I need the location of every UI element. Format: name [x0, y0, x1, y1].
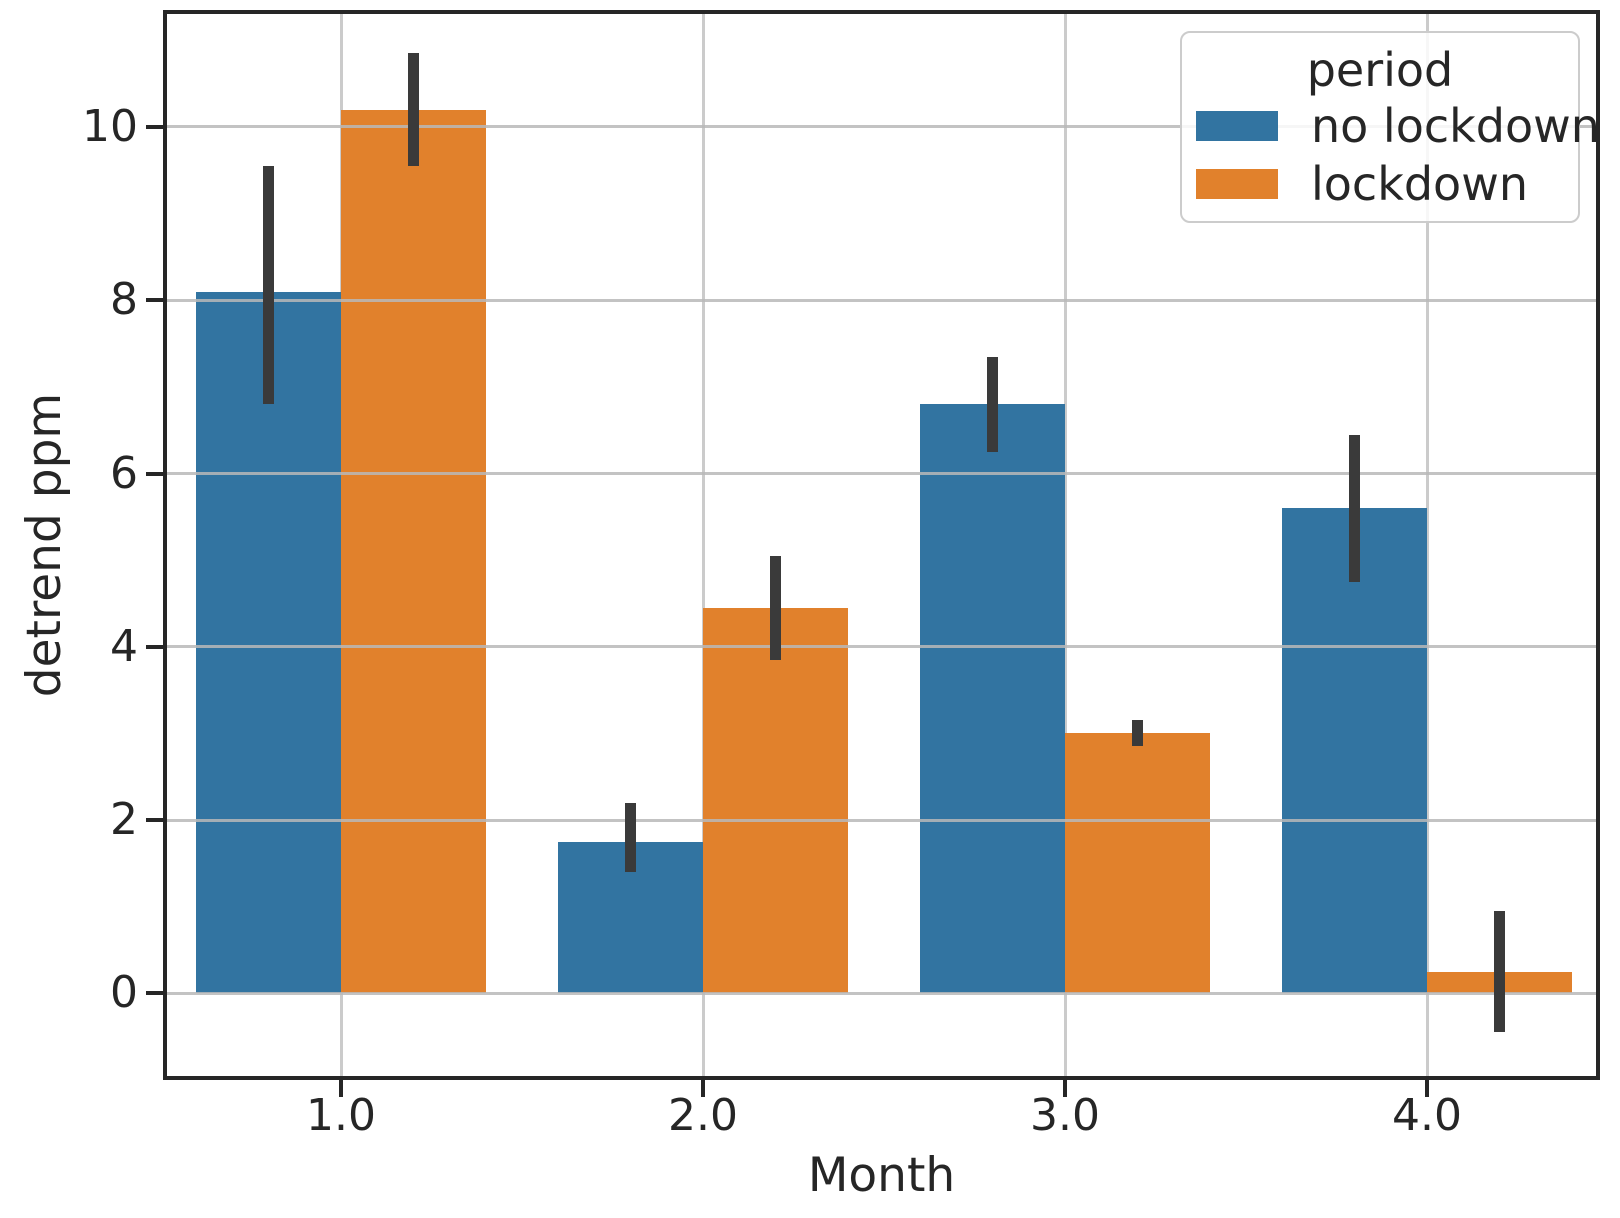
horizontal-gridline — [163, 125, 1600, 129]
y-tick-label: 4 — [110, 620, 138, 672]
error-bar-lockdown-month-4.0 — [1494, 911, 1505, 1033]
y-tick-label: 10 — [82, 100, 138, 152]
error-bar-no-lockdown-month-4.0 — [1349, 434, 1360, 582]
y-axis-label: detrend ppm — [17, 392, 72, 698]
x-tick-label: 2.0 — [668, 1090, 738, 1141]
x-tick-mark — [701, 1080, 705, 1097]
horizontal-gridline — [163, 991, 1600, 995]
error-bar-lockdown-month-3.0 — [1132, 720, 1143, 747]
y-tick-label: 0 — [110, 967, 138, 1019]
error-bar-no-lockdown-month-3.0 — [987, 356, 998, 452]
legend-title: period — [1306, 43, 1454, 97]
y-tick-mark — [146, 471, 163, 476]
y-tick-label: 8 — [110, 274, 138, 326]
error-bar-no-lockdown-month-1.0 — [263, 165, 274, 405]
vertical-gridline — [1063, 10, 1067, 1080]
x-axis-label: Month — [807, 1148, 956, 1203]
horizontal-gridline — [163, 645, 1600, 649]
bar-no-lockdown-month-1.0 — [196, 291, 341, 994]
legend-items: no lockdown lockdown — [1196, 97, 1600, 213]
horizontal-gridline — [163, 298, 1600, 302]
x-tick-mark — [339, 1080, 343, 1097]
y-tick-label: 2 — [110, 794, 138, 846]
x-tick-label: 4.0 — [1392, 1090, 1462, 1141]
legend-label: lockdown — [1311, 157, 1528, 211]
y-tick-mark — [146, 298, 163, 303]
error-bar-no-lockdown-month-2.0 — [625, 802, 636, 873]
y-tick-mark — [146, 644, 163, 649]
legend: period no lockdown lockdown — [1180, 31, 1600, 223]
vertical-gridline — [1425, 10, 1429, 1080]
vertical-gridline — [701, 10, 705, 1080]
y-tick-mark — [146, 991, 163, 996]
bar-lockdown-month-1.0 — [341, 109, 486, 994]
error-bar-lockdown-month-2.0 — [770, 555, 781, 660]
x-tick-mark — [1063, 1080, 1067, 1097]
error-bar-lockdown-month-1.0 — [408, 53, 419, 166]
bar-lockdown-month-2.0 — [703, 607, 848, 994]
legend-item-lockdown: lockdown — [1196, 155, 1564, 213]
legend-label: no lockdown — [1311, 99, 1600, 153]
bar-no-lockdown-month-3.0 — [920, 404, 1065, 994]
horizontal-gridline — [163, 818, 1600, 822]
y-tick-label: 6 — [110, 447, 138, 499]
bar-no-lockdown-month-4.0 — [1282, 508, 1427, 994]
x-tick-label: 3.0 — [1030, 1090, 1100, 1141]
legend-item-no-lockdown: no lockdown — [1196, 97, 1600, 155]
y-tick-mark — [146, 818, 163, 823]
horizontal-gridline — [163, 472, 1600, 476]
x-tick-label: 1.0 — [306, 1090, 376, 1141]
legend-swatch-icon — [1196, 111, 1278, 141]
y-tick-mark — [146, 124, 163, 129]
bar-lockdown-month-3.0 — [1065, 733, 1210, 994]
legend-swatch-icon — [1196, 169, 1278, 199]
x-tick-mark — [1425, 1080, 1429, 1097]
